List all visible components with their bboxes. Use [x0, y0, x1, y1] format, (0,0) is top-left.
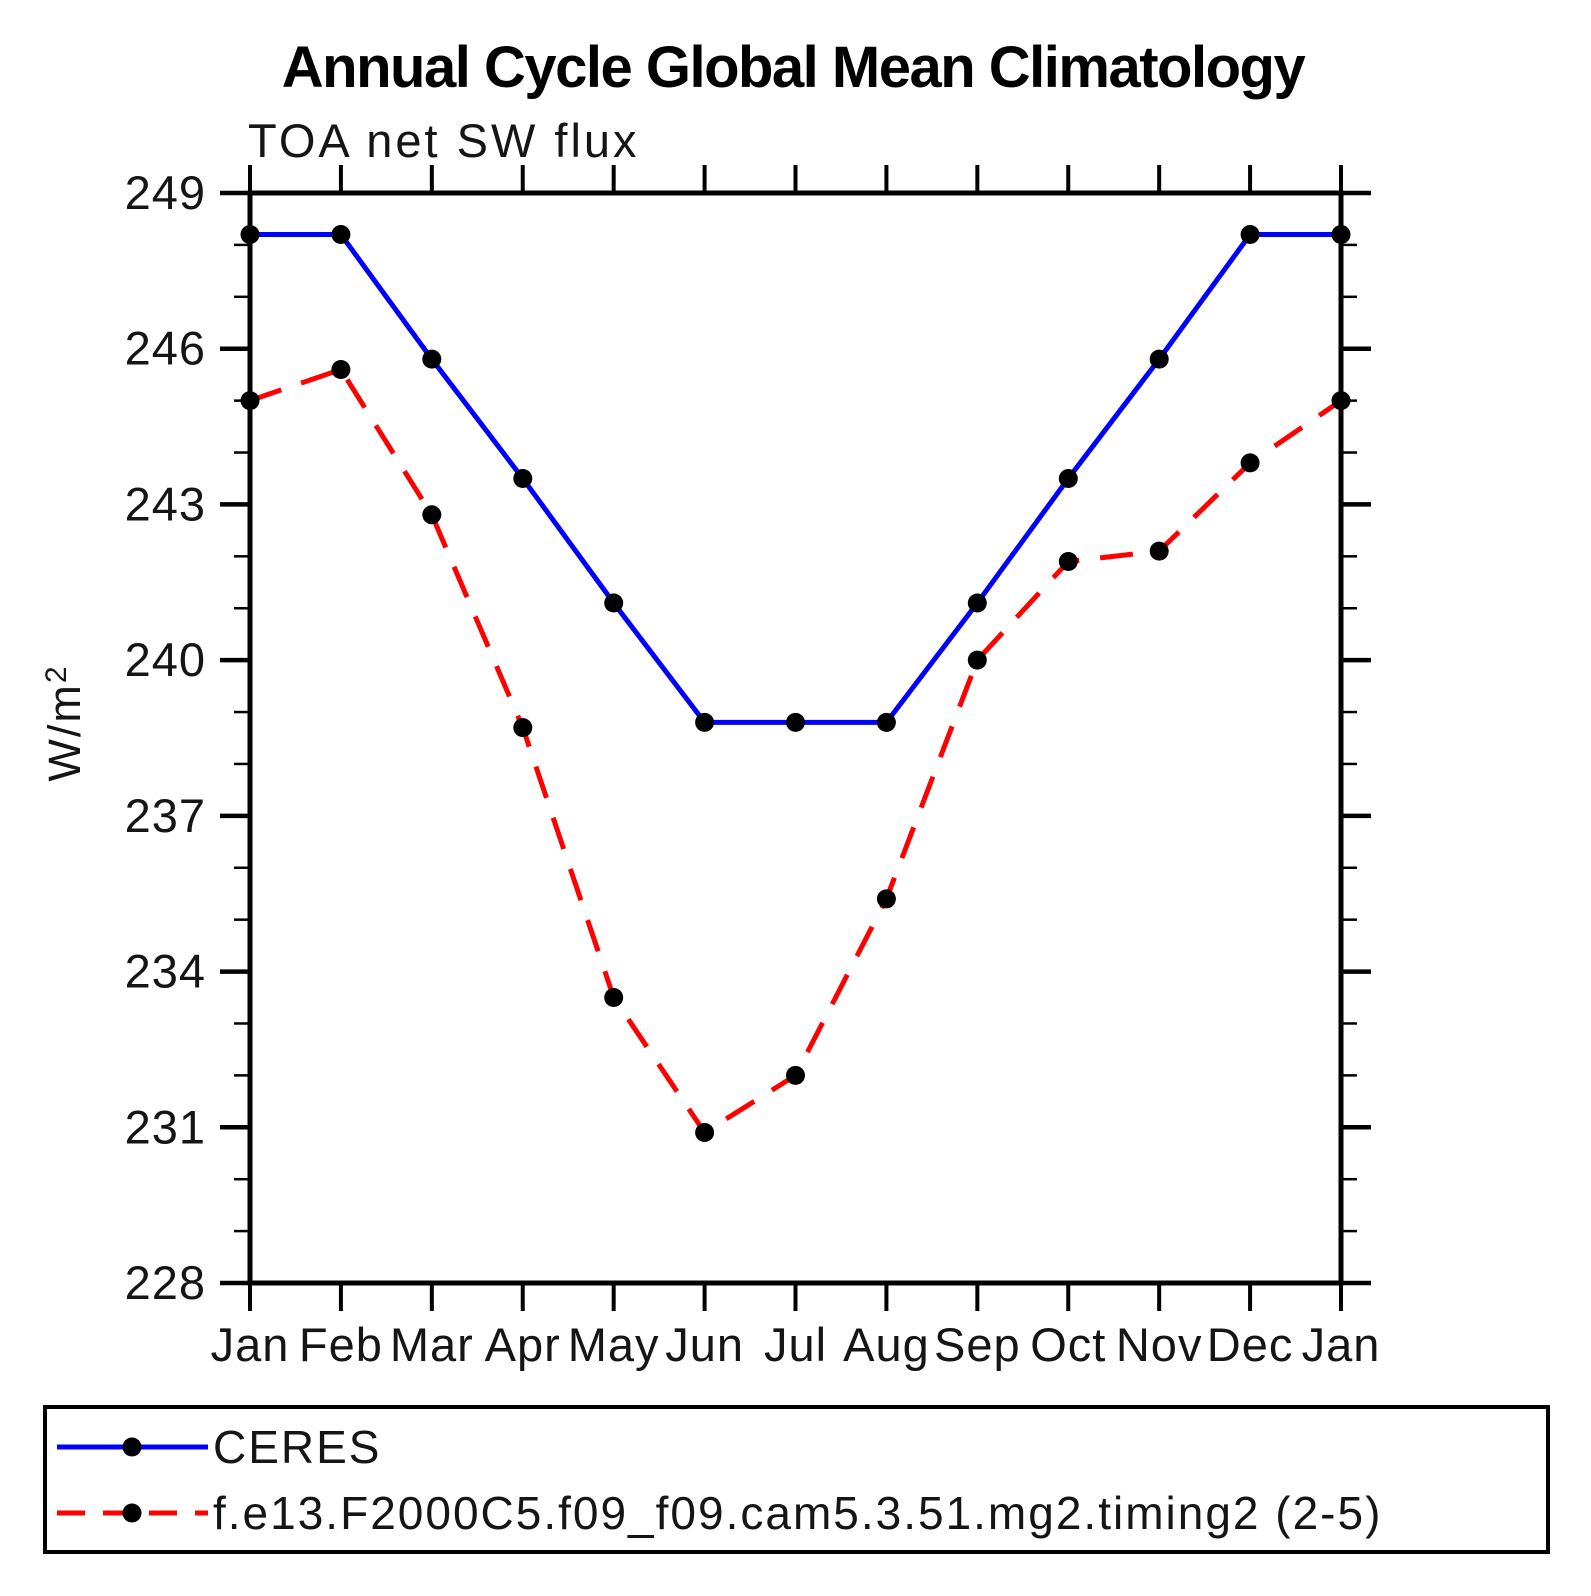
- y-axis-label: W/m2: [39, 664, 90, 781]
- y-tick-label: 249: [125, 166, 206, 219]
- data-point-marker: [1058, 469, 1078, 488]
- data-point-marker: [876, 712, 896, 732]
- x-tick-label: Jun: [665, 1318, 744, 1371]
- x-tick-label: Jul: [764, 1318, 827, 1371]
- x-tick-label: Aug: [843, 1318, 930, 1371]
- data-point-marker: [1240, 453, 1260, 473]
- legend-label-ceres: CERES: [213, 1421, 381, 1473]
- data-point-marker: [422, 505, 442, 525]
- data-point-marker: [1331, 225, 1351, 244]
- x-tick-label: Dec: [1207, 1318, 1294, 1371]
- legend-label-model: f.e13.F2000C5.f09_f09.cam5.3.51.mg2.timi…: [213, 1487, 1382, 1539]
- data-point-marker: [876, 889, 896, 909]
- data-point-marker: [786, 712, 805, 732]
- x-tick-label: Sep: [934, 1318, 1021, 1371]
- legend: CERES f.e13.F2000C5.f09_f09.cam5.3.51.mg…: [43, 1405, 1550, 1554]
- data-point-marker: [695, 712, 715, 732]
- x-tick-label: May: [568, 1318, 660, 1371]
- data-point-marker: [604, 988, 624, 1007]
- legend-marker-ceres-icon: [122, 1437, 142, 1457]
- legend-entry-ceres: CERES: [57, 1421, 381, 1473]
- x-tick-label: Nov: [1116, 1318, 1203, 1371]
- data-point-marker: [513, 469, 533, 488]
- x-tick-label: Oct: [1030, 1318, 1106, 1371]
- plot-area: Jan Feb Mar Apr May Jun Jul Aug Sep Oct Nov Dec Jan2…: [125, 165, 1381, 1371]
- y-tick-label: 231: [125, 1100, 206, 1153]
- legend-marker-model-icon: [122, 1503, 142, 1523]
- data-point-marker: [1331, 391, 1351, 411]
- data-point-marker: [513, 718, 533, 738]
- plot-frame: [247, 190, 1344, 1286]
- x-tick-label: Feb: [299, 1318, 383, 1371]
- chart-title: Annual Cycle Global Mean Climatology: [282, 35, 1306, 100]
- y-tick-label: 243: [125, 477, 206, 530]
- y-tick-label: 237: [125, 789, 206, 842]
- y-tick-label: 234: [125, 945, 206, 998]
- x-tick-label: Mar: [390, 1318, 474, 1371]
- data-point-marker: [331, 225, 351, 244]
- data-point-marker: [786, 1065, 805, 1085]
- y-axis-label-base: W/m: [39, 683, 90, 781]
- y-axis-label-exponent: 2: [40, 664, 73, 683]
- x-tick-label: Jan: [211, 1318, 290, 1371]
- data-point-marker: [967, 593, 987, 613]
- data-point-marker: [1149, 349, 1169, 369]
- data-point-marker: [604, 593, 624, 613]
- legend-entry-model: f.e13.F2000C5.f09_f09.cam5.3.51.mg2.timi…: [57, 1487, 1382, 1539]
- y-tick-label: 240: [125, 633, 206, 686]
- data-point-marker: [967, 650, 987, 670]
- series-line-1: [249, 366, 1343, 1136]
- data-point-marker: [240, 391, 260, 411]
- data-point-marker: [1149, 541, 1169, 561]
- series-line-0: [250, 232, 1341, 725]
- data-point-marker: [1240, 225, 1260, 244]
- chart-subtitle: TOA net SW flux: [248, 114, 640, 167]
- y-tick-label: 246: [125, 322, 206, 375]
- legend-box: [43, 1405, 1550, 1554]
- data-point-marker: [695, 1123, 715, 1142]
- data-point-marker: [331, 360, 351, 379]
- y-tick-label: 228: [125, 1256, 206, 1309]
- data-point-marker: [240, 225, 260, 244]
- x-tick-label: Jan: [1302, 1318, 1381, 1371]
- data-point-marker: [1058, 552, 1078, 571]
- data-point-marker: [422, 349, 442, 369]
- x-tick-label: Apr: [485, 1318, 561, 1371]
